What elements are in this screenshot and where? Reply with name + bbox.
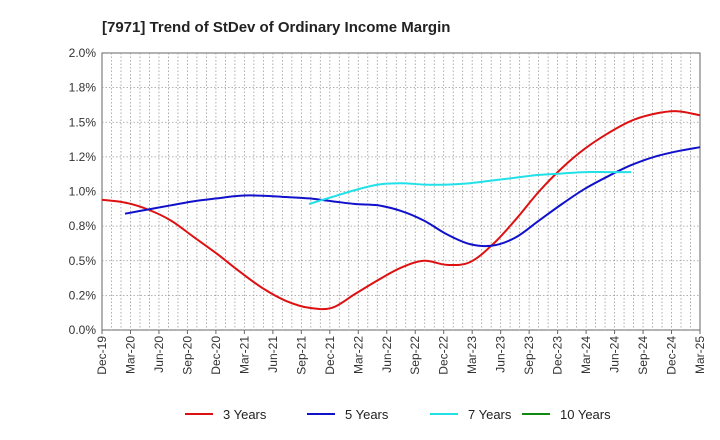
x-tick-label: Dec-20 [209,336,223,375]
y-tick-label: 0.2% [69,288,97,302]
x-tick-label: Mar-20 [123,336,137,374]
chart-title: [7971] Trend of StDev of Ordinary Income… [102,19,450,36]
x-tick-label: Sep-20 [180,336,194,375]
y-tick-label: 0.8% [69,219,97,233]
legend-label: 5 Years [345,407,389,422]
y-tick-label: 1.8% [69,81,97,95]
series-line-3-years [101,110,701,311]
grid [102,53,700,330]
y-tick-label: 1.2% [69,150,97,164]
y-tick-label: 1.0% [69,185,97,199]
x-axis: Dec-19 Mar-20 Jun-20 Sep-20 Dec-20 Mar-21 Jun-… [95,330,707,375]
y-tick-label: 0.5% [69,254,97,268]
series-line-7-years [308,171,631,205]
series-layer [101,110,701,311]
x-tick-label: Dec-23 [551,336,565,375]
x-tick-label: Mar-21 [237,336,251,374]
x-tick-label: Sep-24 [636,336,650,375]
y-axis: 2.0% 1.8% 1.5% 1.2% 1.0% 0.8% 0.5% 0.2% 0.0% [69,46,97,337]
legend-label: 7 Years [468,407,512,422]
y-tick-label: 2.0% [69,46,97,60]
y-tick-label: 0.0% [69,323,97,337]
x-tick-label: Jun-23 [494,336,508,373]
x-tick-label: Sep-22 [408,336,422,375]
x-tick-label: Jun-24 [608,336,622,373]
x-tick-label: Mar-25 [693,336,707,374]
x-tick-label: Dec-19 [95,336,109,375]
x-tick-label: Dec-22 [437,336,451,375]
legend: 3 Years 5 Years 7 Years 10 Years [185,407,611,422]
legend-label: 3 Years [223,407,267,422]
x-tick-label: Mar-23 [465,336,479,374]
x-tick-label: Mar-22 [351,336,365,374]
x-tick-label: Mar-24 [579,336,593,374]
x-tick-label: Dec-21 [323,336,337,375]
y-tick-label: 1.5% [69,115,97,129]
x-tick-label: Jun-20 [152,336,166,373]
series-line-5-years [124,146,701,248]
x-tick-label: Sep-23 [522,336,536,375]
legend-label: 10 Years [560,407,611,422]
x-tick-label: Sep-21 [294,336,308,375]
x-tick-label: Dec-24 [665,336,679,375]
x-tick-label: Jun-22 [380,336,394,373]
x-tick-label: Jun-21 [266,336,280,373]
